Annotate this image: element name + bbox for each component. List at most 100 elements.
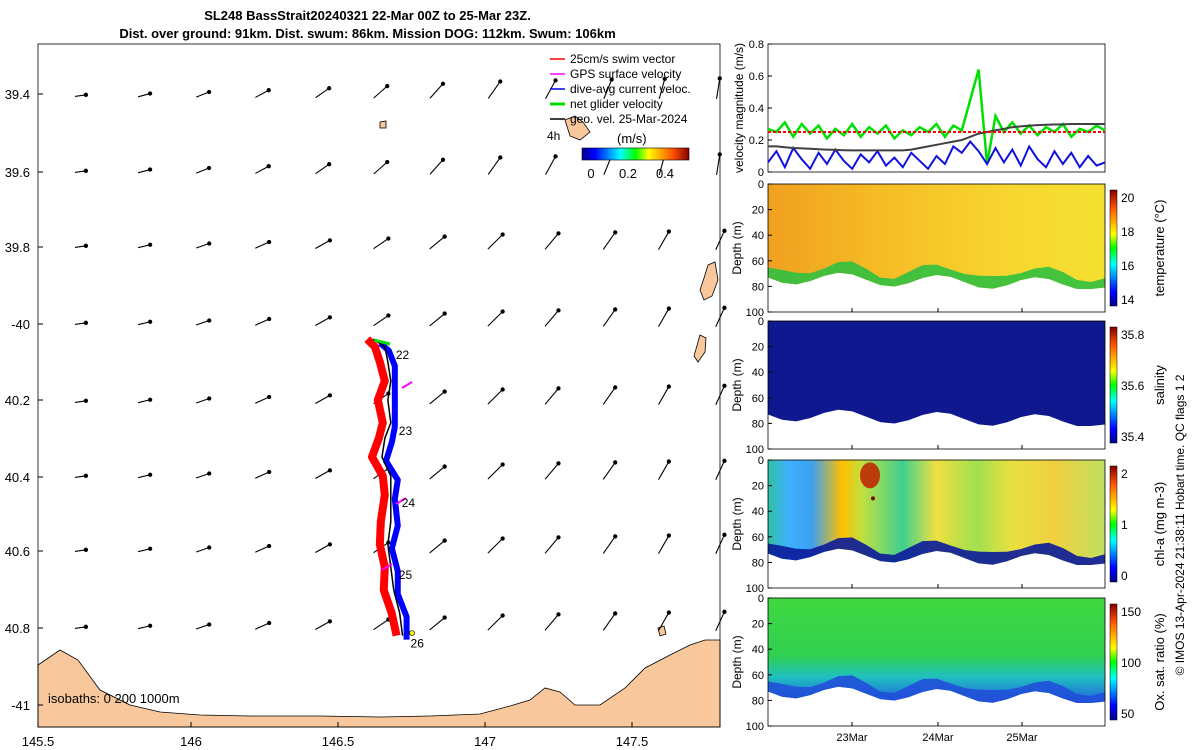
colorbar-tick-label: 35.6 bbox=[1121, 379, 1145, 393]
track-start-marker bbox=[409, 630, 415, 636]
current-vector-arrow bbox=[487, 311, 504, 327]
current-vector-arrow bbox=[602, 232, 616, 250]
depth-tick-label: 80 bbox=[752, 281, 764, 293]
current-vector-arrow bbox=[658, 535, 670, 554]
current-vector-head bbox=[609, 77, 614, 82]
depth-tick-label: 0 bbox=[758, 455, 764, 467]
current-vector-head bbox=[207, 318, 212, 323]
current-vector-head bbox=[147, 546, 153, 551]
figure-title: SL248 BassStrait20240321 22-Mar 00Z to 2… bbox=[204, 8, 531, 23]
colorbar-label: salinity bbox=[1152, 365, 1167, 405]
depth-tick-label: 60 bbox=[752, 532, 764, 544]
land-island bbox=[699, 261, 719, 301]
current-vector-head bbox=[207, 396, 212, 401]
current-vector-arrow bbox=[373, 85, 388, 99]
current-vector-arrow bbox=[602, 462, 616, 480]
swim-vector-band bbox=[364, 336, 401, 637]
current-vector-head bbox=[722, 228, 727, 233]
legend-time-label: 4h bbox=[547, 129, 560, 143]
current-vector-arrow bbox=[487, 389, 504, 405]
current-vector-arrow bbox=[487, 157, 501, 175]
velocity-tick-label: 0.4 bbox=[749, 103, 764, 115]
time-tick-label: 23Mar bbox=[836, 732, 868, 744]
colorbar-tick-label: 0.4 bbox=[656, 166, 674, 181]
current-vector-arrow bbox=[429, 313, 445, 327]
current-vector-head bbox=[500, 613, 505, 618]
lon-tick-label: 145.5 bbox=[22, 734, 55, 749]
map-plot: 26 25 24 23 22 145.5 146 146.5 147 147.5 39.4 39.6 3… bbox=[5, 43, 727, 749]
current-vector-head bbox=[83, 398, 89, 403]
map-axes-box bbox=[37, 43, 721, 728]
current-vector-head bbox=[722, 609, 727, 614]
current-vector-head bbox=[327, 468, 333, 473]
current-vector-arrow bbox=[544, 233, 559, 250]
lat-tick-label: -41 bbox=[11, 698, 30, 713]
current-vector-arrow bbox=[544, 614, 559, 631]
current-vector-head bbox=[147, 242, 153, 247]
current-vector-arrow bbox=[195, 242, 210, 249]
current-vector-head bbox=[556, 386, 561, 391]
depth-tick-label: 80 bbox=[752, 557, 764, 569]
current-vector-arrow bbox=[429, 466, 445, 480]
current-vector-arrow bbox=[255, 318, 270, 326]
current-vector-head bbox=[147, 91, 153, 96]
current-vector-head bbox=[266, 394, 272, 400]
current-vector-head bbox=[266, 543, 272, 549]
current-vector-head bbox=[147, 167, 153, 172]
current-vector-head bbox=[147, 319, 153, 324]
current-vector-arrow bbox=[544, 310, 559, 327]
depth-tick-label: 40 bbox=[752, 506, 764, 518]
current-vector-arrow bbox=[715, 78, 721, 100]
current-vector-head bbox=[147, 623, 153, 628]
current-vector-head bbox=[500, 232, 505, 237]
gps-velocity-arrow bbox=[395, 497, 407, 505]
current-vector-arrow bbox=[315, 239, 331, 249]
current-vector-arrow bbox=[315, 620, 331, 630]
current-vector-arrow bbox=[544, 463, 559, 480]
colorbar-unit: (m/s) bbox=[617, 131, 647, 146]
lat-tick-label: 40.2 bbox=[5, 393, 30, 408]
current-vector-arrow bbox=[602, 309, 616, 327]
velocity-series-line bbox=[767, 69, 1106, 165]
depth-tick-label: 40 bbox=[752, 644, 764, 656]
depth-tick-label: 100 bbox=[746, 444, 764, 456]
time-tick-label: 25Mar bbox=[1006, 732, 1038, 744]
lon-tick-label: 146 bbox=[180, 734, 202, 749]
depth-tick-label: 0 bbox=[758, 316, 764, 328]
colorbar-tick-label: 35.4 bbox=[1121, 430, 1145, 444]
section-axes-box bbox=[767, 459, 1106, 589]
current-vector-arrow bbox=[255, 396, 270, 404]
current-vector-head bbox=[556, 308, 561, 313]
current-vector-head bbox=[385, 159, 390, 165]
colorbar-tick-label: 50 bbox=[1121, 707, 1135, 721]
current-vector-arrow bbox=[195, 319, 210, 326]
current-vector-head bbox=[722, 383, 727, 388]
section-colorbar bbox=[1109, 326, 1118, 444]
current-vector-head bbox=[613, 534, 618, 539]
current-vector-arrow bbox=[373, 238, 389, 250]
current-vector-arrow bbox=[429, 159, 444, 175]
current-vector-head bbox=[442, 234, 447, 239]
lat-tick-label: 39.8 bbox=[5, 240, 30, 255]
colorbar-tick-label: 1 bbox=[1121, 518, 1128, 532]
depth-tick-label: 100 bbox=[746, 307, 764, 319]
current-vector-head bbox=[266, 164, 271, 169]
current-vector-arrow bbox=[429, 540, 445, 554]
current-vector-arrow bbox=[429, 391, 445, 405]
colorbar-tick-label: 20 bbox=[1121, 191, 1135, 205]
velocity-axes-box bbox=[767, 43, 1106, 173]
current-vector-head bbox=[442, 615, 447, 620]
current-vector-head bbox=[553, 78, 558, 83]
gps-velocity-arrow bbox=[381, 563, 393, 571]
current-vector-head bbox=[83, 473, 89, 478]
current-vector-head bbox=[83, 168, 89, 173]
current-vector-head bbox=[666, 229, 672, 234]
current-vector-arrow bbox=[195, 472, 210, 479]
current-vector-head bbox=[440, 157, 446, 162]
current-vector-arrow bbox=[315, 163, 330, 175]
colorbar-tick-label: 35.8 bbox=[1121, 328, 1145, 342]
current-vector-head bbox=[556, 231, 561, 236]
section-bottom-layer bbox=[768, 261, 1105, 289]
current-vector-head bbox=[83, 243, 89, 248]
land-island bbox=[379, 120, 387, 129]
